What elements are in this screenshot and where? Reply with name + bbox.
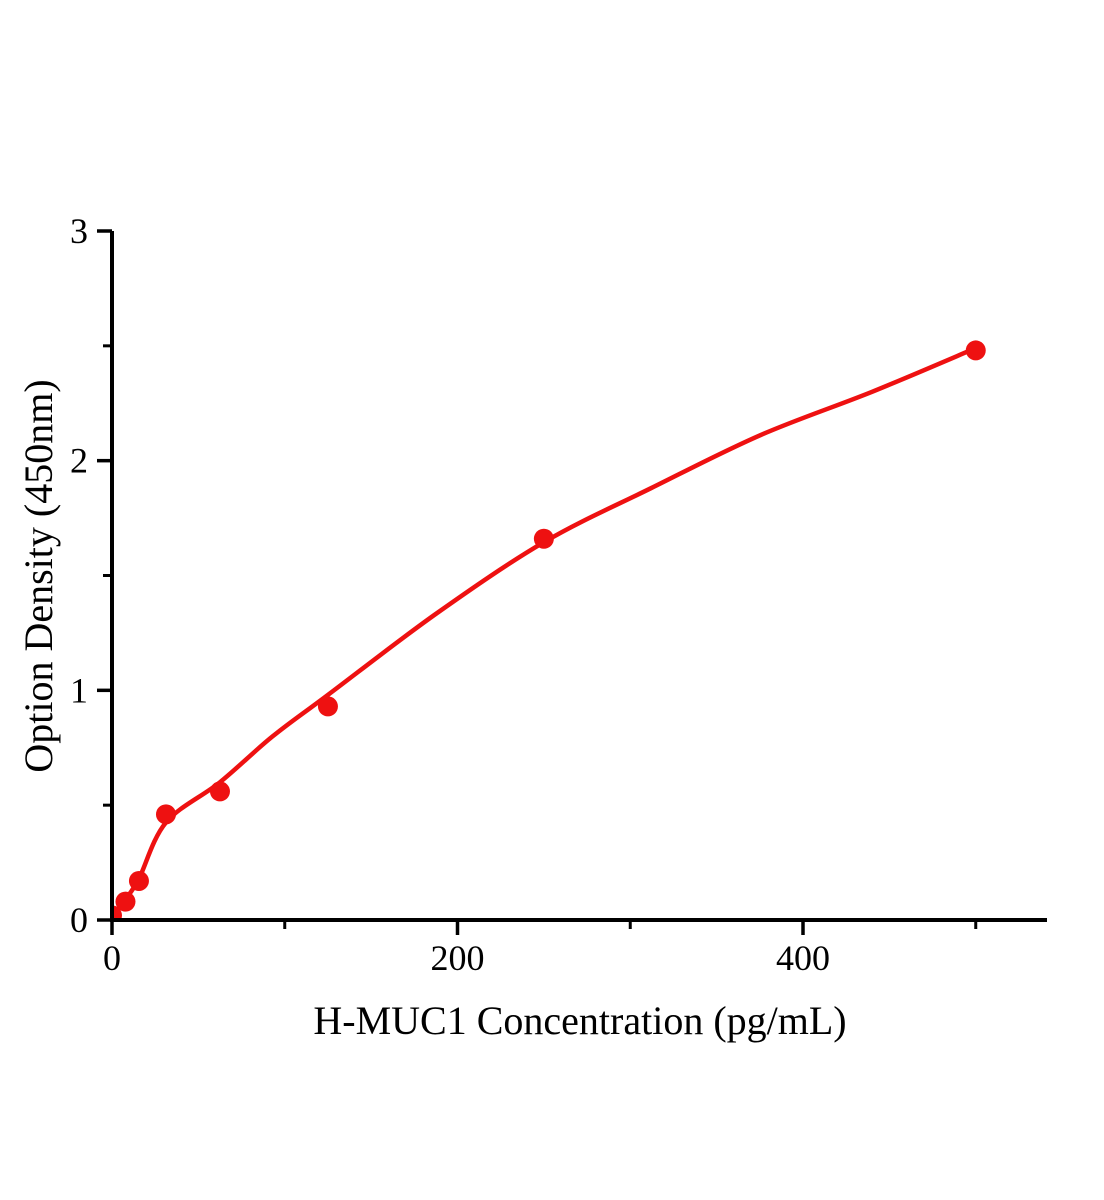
y-axis-title: Option Density (450nm) bbox=[16, 379, 61, 772]
x-axis-title: H-MUC1 Concentration (pg/mL) bbox=[313, 998, 846, 1043]
y-tick-label: 0 bbox=[70, 900, 88, 940]
data-point-marker bbox=[155, 804, 176, 825]
x-tick-label: 200 bbox=[431, 938, 485, 978]
x-tick-label: 0 bbox=[103, 938, 121, 978]
data-point-marker bbox=[965, 340, 986, 361]
data-point-marker bbox=[209, 781, 230, 802]
fit-curve-line bbox=[112, 345, 979, 920]
y-tick-label: 1 bbox=[70, 670, 88, 710]
data-point-marker bbox=[128, 870, 149, 891]
data-point-marker bbox=[533, 528, 554, 549]
y-tick-label: 2 bbox=[70, 441, 88, 481]
data-point-marker bbox=[317, 696, 338, 717]
x-tick-label: 400 bbox=[776, 938, 830, 978]
axes-layer bbox=[97, 229, 1047, 935]
data-series-layer bbox=[112, 340, 986, 920]
tick-label-layer: 0 1 2 3 0 200 400 bbox=[70, 211, 830, 978]
data-point-marker bbox=[115, 891, 136, 912]
y-tick-label: 3 bbox=[70, 211, 88, 251]
